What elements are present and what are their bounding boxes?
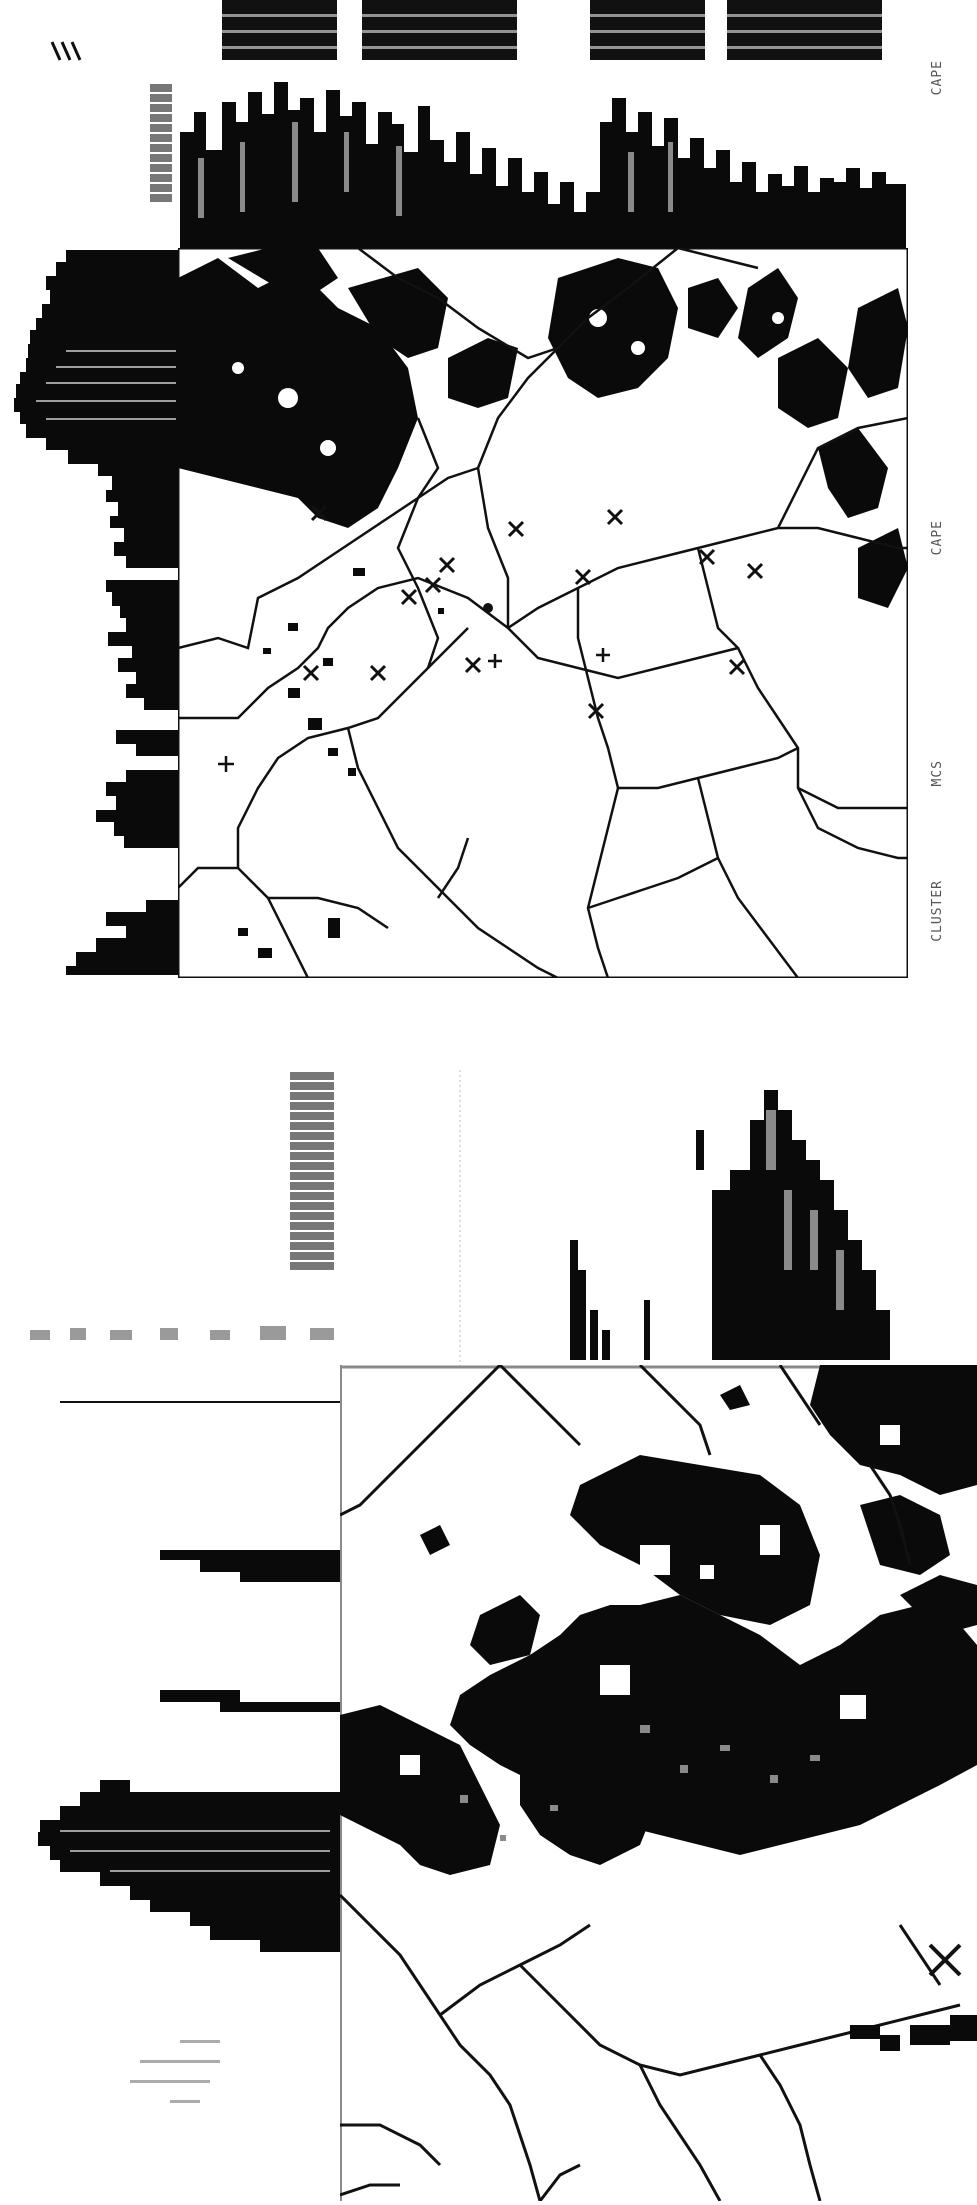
side-label-1: CAPE	[930, 60, 945, 96]
region-boundaries	[177, 246, 909, 980]
top-map-canvas	[176, 246, 910, 980]
top-panel: CAPE CAPE MCS CLUSTER	[0, 0, 977, 985]
legend-block-3	[590, 0, 705, 60]
legend-block-2	[362, 0, 517, 60]
scattered-echoes	[238, 568, 444, 958]
radar-echo-masses	[178, 248, 908, 608]
bottom-top-histogram	[290, 1070, 940, 1390]
top-histogram-axis-ticks	[150, 82, 172, 204]
left-histogram	[6, 250, 178, 975]
side-label-4: CLUSTER	[930, 880, 945, 942]
bottom-echo-gaps	[400, 1425, 900, 1775]
bottom-top-histogram-axis-ticks	[290, 1070, 334, 1272]
side-label-2: CAPE	[930, 520, 945, 556]
top-map	[176, 246, 910, 980]
side-label-3: MCS	[930, 760, 945, 787]
bottom-station-markers	[928, 1943, 962, 1977]
plus-markers	[218, 648, 610, 772]
bottom-map	[338, 1363, 977, 2202]
top-histogram-bars	[180, 82, 906, 248]
top-histogram	[150, 62, 908, 248]
bottom-halftone-specks	[460, 1725, 820, 1841]
bottom-axis-faint-marks	[30, 1326, 334, 1340]
bottom-corner-echoes	[850, 2015, 977, 2051]
bottom-panel	[0, 1020, 977, 2202]
legend-block-4	[727, 0, 882, 60]
bottom-region-boundaries	[338, 1363, 961, 2202]
bottom-left-histogram	[20, 1360, 340, 2200]
hatch-glyph-icon	[50, 41, 82, 61]
left-histogram-bars	[14, 250, 178, 975]
bottom-top-histogram-bars	[459, 1070, 890, 1370]
bottom-map-canvas	[338, 1363, 977, 2202]
station-markers	[302, 504, 764, 720]
bottom-left-histogram-bars	[38, 1401, 340, 2103]
legend-block-1	[222, 0, 337, 60]
bottom-radar-echo-masses	[340, 1365, 977, 1875]
